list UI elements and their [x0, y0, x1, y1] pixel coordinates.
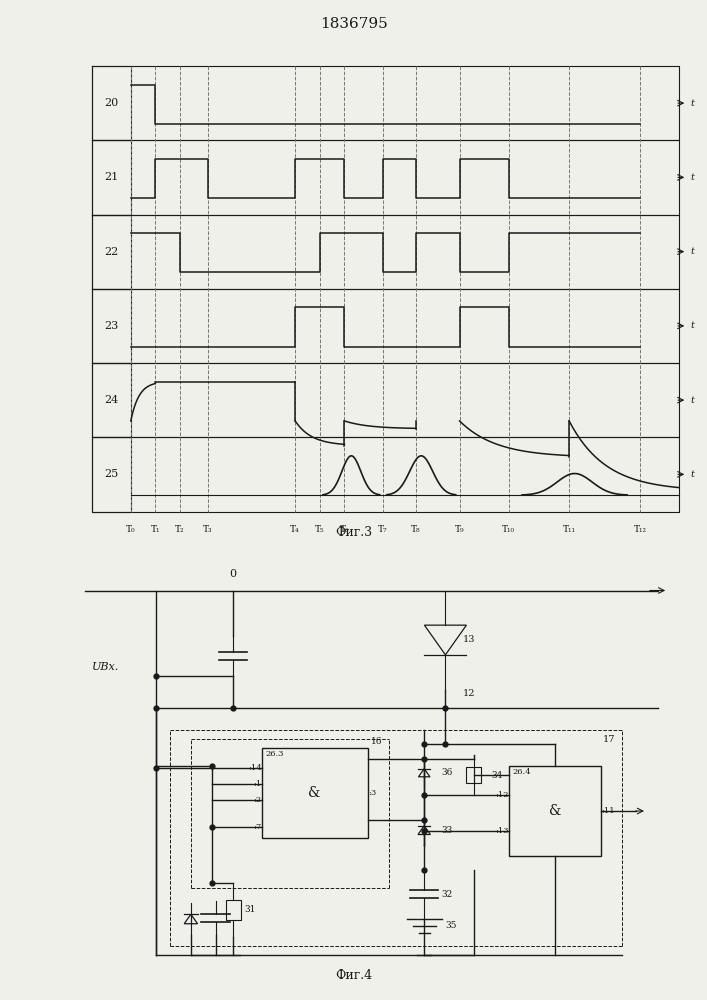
Text: 35: 35: [445, 921, 457, 930]
Text: Фиг.4: Фиг.4: [335, 969, 372, 982]
Text: 22: 22: [104, 247, 119, 257]
Text: :13: :13: [496, 827, 509, 835]
Text: t: t: [691, 396, 694, 405]
Text: Фиг.3: Фиг.3: [335, 526, 372, 539]
Text: t: t: [691, 99, 694, 108]
Text: T₆: T₆: [340, 525, 349, 534]
Text: T₀: T₀: [126, 525, 136, 534]
Text: :7: :7: [253, 823, 262, 831]
Text: 34: 34: [491, 770, 503, 780]
Text: 21: 21: [104, 172, 119, 182]
Text: t: t: [691, 470, 694, 479]
Text: 26.4: 26.4: [513, 768, 531, 776]
Text: 13: 13: [463, 636, 476, 645]
Text: T₇: T₇: [378, 525, 387, 534]
Text: 1836795: 1836795: [320, 16, 387, 30]
Text: T₁₂: T₁₂: [633, 525, 647, 534]
Text: T₂: T₂: [175, 525, 185, 534]
Text: &: &: [549, 804, 561, 818]
Text: T₄: T₄: [291, 525, 300, 534]
Text: UBx.: UBx.: [92, 662, 119, 672]
Text: 32: 32: [442, 890, 453, 899]
Text: 17: 17: [602, 734, 615, 744]
Text: 23: 23: [104, 321, 119, 331]
Text: T₅: T₅: [315, 525, 325, 534]
Text: 0: 0: [230, 569, 237, 579]
Text: t: t: [691, 173, 694, 182]
Text: T₁: T₁: [151, 525, 160, 534]
Text: 25: 25: [104, 469, 119, 479]
Text: T₈: T₈: [411, 525, 421, 534]
Text: 26.3: 26.3: [265, 750, 284, 758]
Text: &: &: [308, 786, 321, 800]
Text: :1: :1: [253, 780, 262, 788]
Bar: [466, 767, 481, 783]
Text: 24: 24: [104, 395, 119, 405]
Text: t: t: [691, 247, 694, 256]
Text: :14: :14: [248, 764, 262, 772]
Text: 36: 36: [442, 768, 453, 777]
Bar: [226, 900, 241, 920]
Text: :3: :3: [368, 789, 376, 797]
Text: 33: 33: [442, 826, 453, 835]
Text: T₉: T₉: [455, 525, 464, 534]
Text: 16: 16: [371, 737, 382, 746]
Text: :12: :12: [496, 791, 509, 799]
Text: :2: :2: [254, 796, 262, 804]
Text: T₁₁: T₁₁: [563, 525, 575, 534]
Text: T₃: T₃: [203, 525, 212, 534]
Bar: [262, 748, 368, 838]
Text: T₁₀: T₁₀: [502, 525, 515, 534]
Bar: [509, 766, 601, 856]
Text: 20: 20: [104, 98, 119, 108]
Text: 31: 31: [244, 906, 255, 914]
Text: 12: 12: [463, 690, 476, 698]
Text: t: t: [691, 321, 694, 330]
Text: :11: :11: [601, 807, 614, 815]
